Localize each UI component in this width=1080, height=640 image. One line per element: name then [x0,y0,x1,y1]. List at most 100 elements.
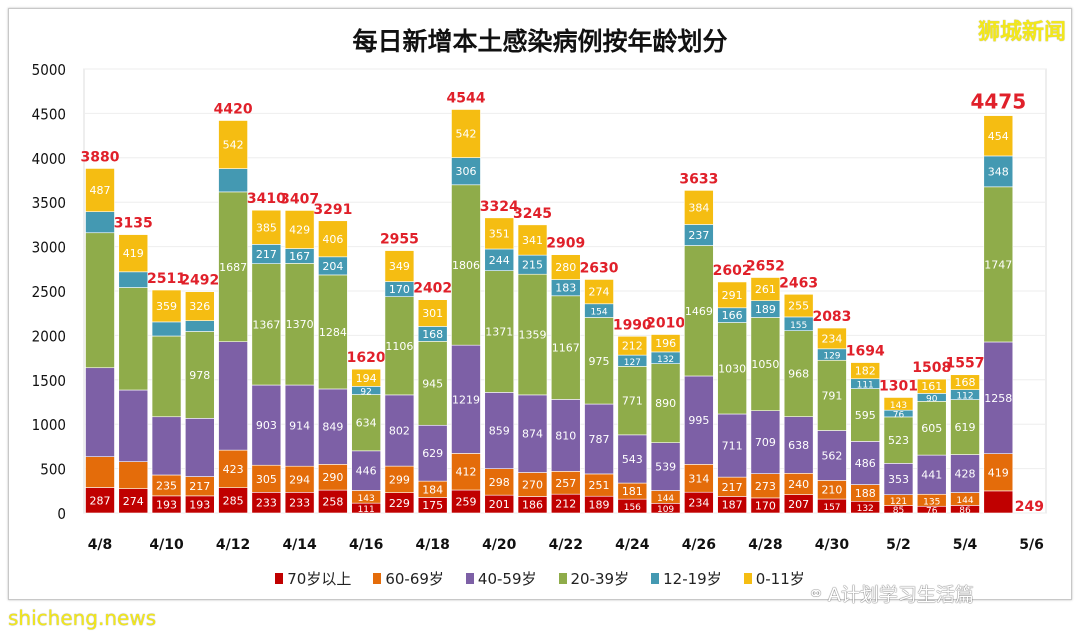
total-label: 2492 [180,273,219,289]
bar-segment [550,254,581,280]
data-label: 542 [455,128,476,141]
data-label: 109 [657,505,674,515]
bar-segment [484,217,515,250]
legend-label: 12-19岁 [663,570,722,588]
data-label: 351 [489,227,510,240]
data-label: 144 [956,496,973,506]
watermark-wechat-text: A计划学习生活篇 [827,584,974,606]
data-label: 802 [389,425,410,438]
data-label: 859 [489,425,510,438]
x-tick-label: 5/4 [953,537,978,553]
bar-segment [118,287,149,391]
data-label: 129 [823,352,840,362]
bar-segment [218,120,248,169]
total-label: 4544 [446,90,485,106]
data-label: 234 [821,332,842,345]
bar-segment [218,487,248,514]
bar-segment [384,394,415,467]
bar-segment [584,403,614,475]
data-label: 874 [522,428,543,441]
data-label: 849 [322,421,343,434]
bar-segment [983,115,1014,157]
data-label: 257 [555,477,576,490]
total-label: 3407 [280,191,319,207]
bar-segment [684,190,714,225]
data-label: 235 [156,479,177,492]
data-label: 299 [389,473,410,486]
data-label: 234 [688,497,709,510]
bar-segment [218,341,248,451]
bar-segment [85,456,115,488]
bar-segment [883,416,914,464]
y-tick-label: 2000 [32,327,66,345]
bar-segment [783,293,814,318]
bar-segment [151,289,182,323]
data-label: 240 [788,478,809,491]
data-label: 978 [189,369,210,382]
data-label: 486 [855,457,876,470]
bar-segment [717,281,747,309]
total-label: 1557 [946,356,985,372]
bar-segment [351,450,381,491]
x-tick-label: 4/8 [88,537,113,553]
data-label: 183 [555,282,576,295]
data-label: 290 [322,471,343,484]
data-label: 207 [788,498,809,511]
data-label: 446 [356,465,377,478]
data-label: 204 [322,260,343,273]
chart-frame [8,8,1072,600]
data-label: 298 [489,476,510,489]
data-label: 385 [256,221,277,234]
data-label: 353 [888,473,909,486]
data-label: 711 [722,440,743,453]
total-label: 2602 [713,263,752,279]
bar-segment [284,384,315,467]
watermark-wechat: ⚭ A计划学习生活篇 [808,580,974,607]
bar-segment [118,461,149,489]
bar-segment [617,335,648,356]
data-label: 1167 [552,342,580,355]
bar-segment [218,449,248,488]
y-tick-label: 3500 [32,194,66,212]
data-label: 86 [959,506,971,516]
data-label: 1030 [718,362,746,375]
data-label: 454 [988,130,1009,143]
data-label: 186 [522,499,543,512]
legend-item: 40-59岁 [465,568,537,589]
data-label: 170 [389,283,410,296]
y-tick-label: 3000 [32,239,66,257]
data-label: 111 [358,505,375,515]
total-label: 1694 [846,344,885,360]
bar-segment [85,367,115,458]
data-label: 314 [688,472,709,485]
data-label: 273 [755,480,776,493]
data-label: 135 [923,497,940,507]
chart-title: 每日新增本土感染病例按年龄划分 [352,27,728,56]
y-tick-label: 4000 [32,150,66,168]
data-label: 210 [821,484,842,497]
bar-segment [783,330,814,417]
total-label: 4420 [214,102,253,118]
data-label: 168 [422,328,443,341]
legend-item: 0-11岁 [743,568,805,589]
data-label: 251 [589,479,610,492]
total-label: 2630 [580,260,619,276]
data-label: 76 [926,507,938,517]
data-label: 112 [956,392,973,402]
data-label: 1687 [219,261,247,274]
total-label: 3324 [480,199,519,215]
x-tick-label: 4/10 [149,537,184,553]
data-label: 419 [123,247,144,260]
bar-segment [251,263,282,386]
bar-segment [517,273,548,396]
legend-item: 20-39岁 [558,568,629,589]
data-label: 348 [988,165,1009,178]
bar-segment [218,191,248,343]
x-tick-label: 4/22 [549,537,583,553]
bar-segment [750,277,781,301]
data-label: 184 [422,483,443,496]
data-label: 539 [655,461,676,474]
data-label: 92 [360,387,371,397]
data-label: 258 [322,496,343,509]
